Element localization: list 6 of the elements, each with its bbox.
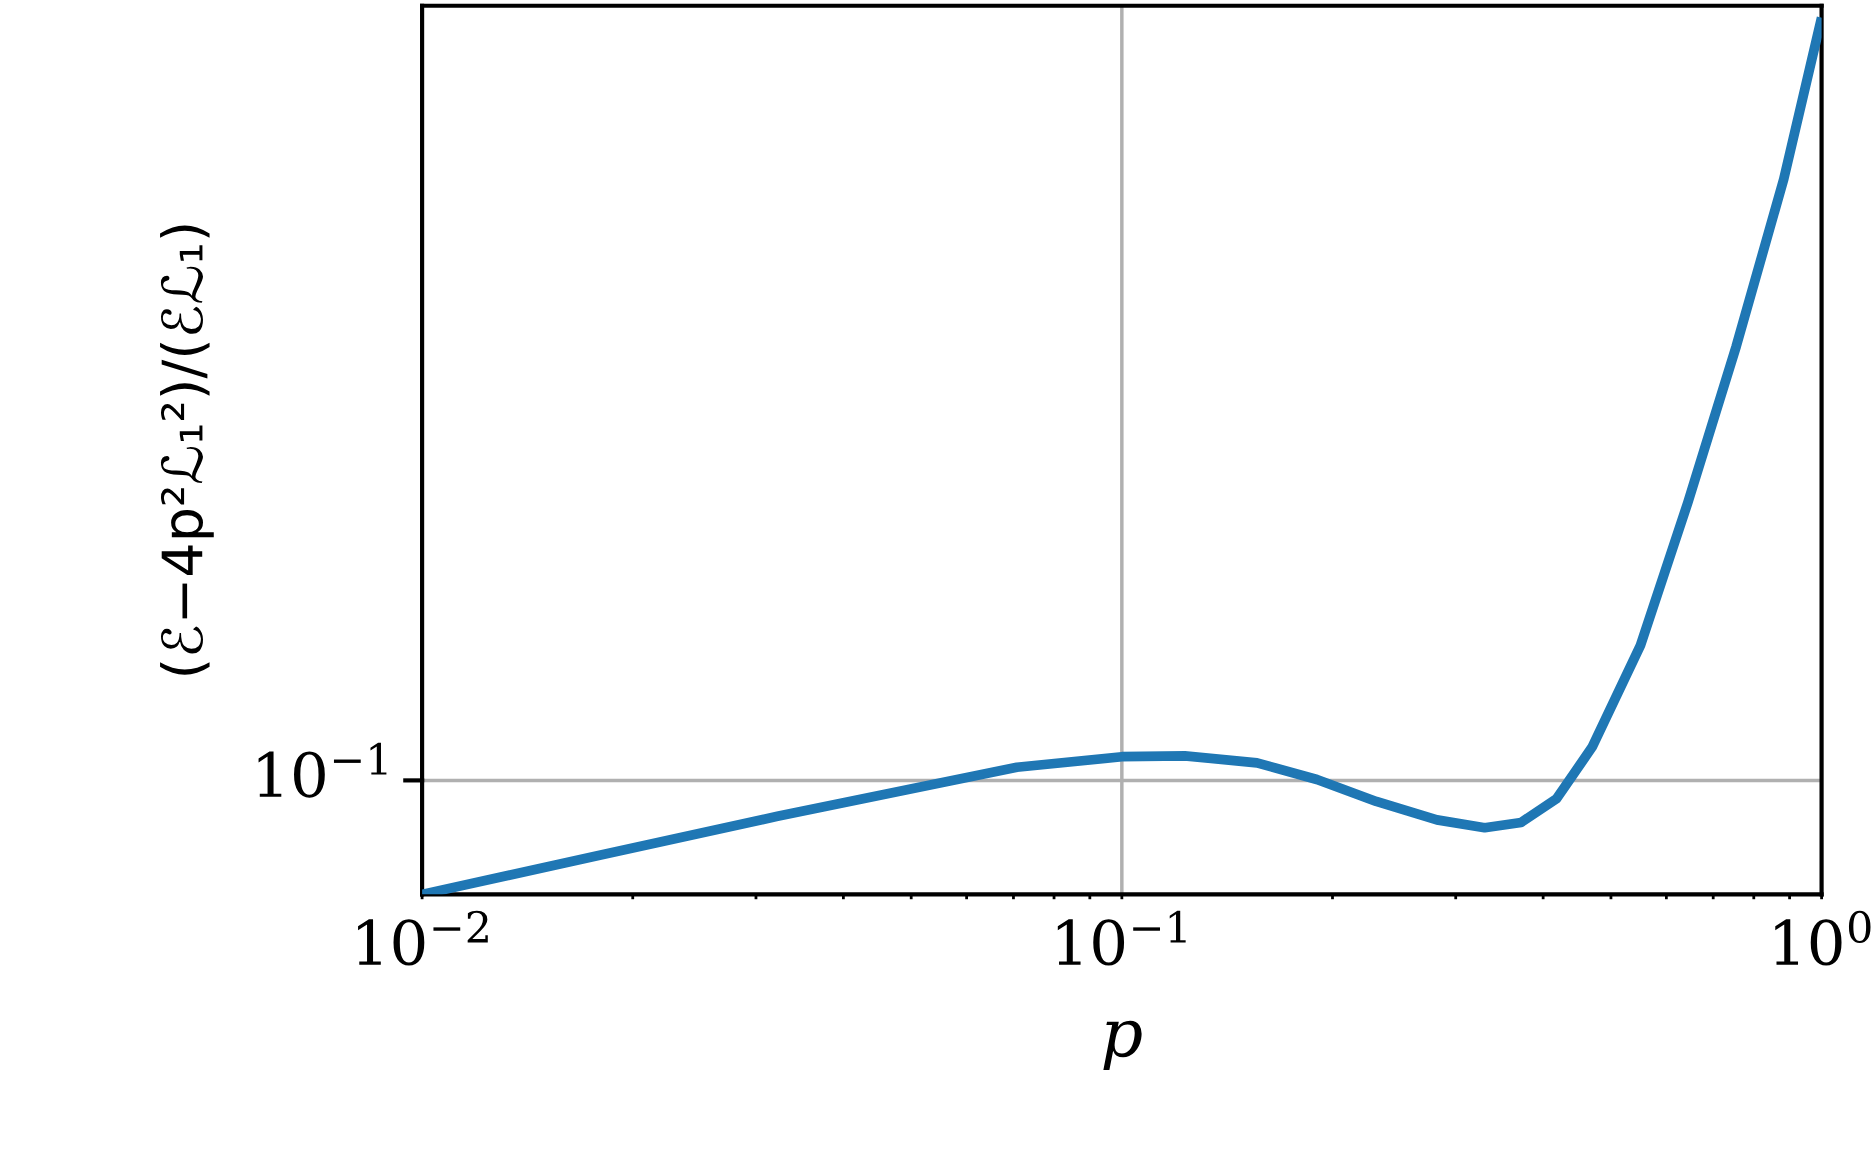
x-tick-label: 10$^{−2}$ [358,910,488,966]
y-axis-title: (ℰ−4p²ℒ₁²)/(ℰℒ₁) [160,225,214,675]
x-tick-label: 10$^{0}$ [1775,910,1871,966]
x-tick-label: 10$^{−1}$ [1057,910,1186,966]
ref-line-label: 10$^{−1}$ [258,742,387,798]
x-axis-title: p [1103,1020,1142,1071]
